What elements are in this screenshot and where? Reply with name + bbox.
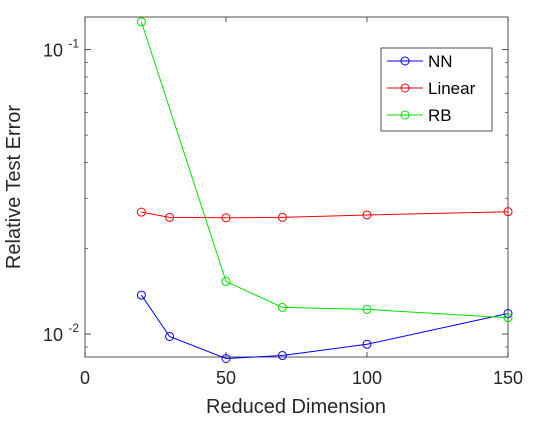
series-layer <box>136 17 513 363</box>
y-tick-label-exponent: -1 <box>68 36 79 50</box>
data-point-rb <box>221 276 231 286</box>
data-point-linear <box>165 212 175 222</box>
legend: NN Linear RB <box>380 47 493 132</box>
data-point-nn <box>362 339 372 349</box>
data-point-linear <box>221 213 231 223</box>
data-point-nn <box>165 331 175 341</box>
data-point-rb <box>503 313 513 323</box>
y-tick-label-exponent: -2 <box>68 321 79 335</box>
series-line-linear <box>141 211 509 219</box>
data-point-linear <box>136 207 146 217</box>
ticks-layer: 0 50 100 150 10 -2 10 -1 <box>43 17 523 388</box>
x-tick-label: 150 <box>493 368 523 388</box>
legend-marker-linear <box>400 83 410 93</box>
legend-label-rb: RB <box>428 106 452 125</box>
series-line-nn <box>140 294 509 360</box>
x-tick-label: 100 <box>352 368 382 388</box>
data-point-linear <box>277 212 287 222</box>
data-point-rb <box>277 302 287 312</box>
data-point-nn <box>277 351 287 361</box>
x-tick-label: 0 <box>80 368 90 388</box>
series-line-rb <box>140 21 509 319</box>
y-tick-label: 10 <box>43 325 63 345</box>
legend-label-nn: NN <box>428 52 453 71</box>
legend-label-linear: Linear <box>428 79 476 98</box>
data-point-linear <box>503 207 513 217</box>
legend-marker-nn <box>400 56 410 66</box>
data-point-rb <box>136 17 146 27</box>
data-point-linear <box>362 210 372 220</box>
legend-box <box>380 47 493 132</box>
x-axis-label: Reduced Dimension <box>206 396 386 418</box>
legend-marker-rb <box>400 110 410 120</box>
data-point-nn <box>221 353 231 363</box>
data-point-rb <box>362 304 372 314</box>
x-tick-label: 50 <box>216 368 236 388</box>
y-axis-label: Relative Test Error <box>3 105 25 269</box>
y-tick-label: 10 <box>43 40 63 60</box>
data-point-nn <box>136 290 146 300</box>
